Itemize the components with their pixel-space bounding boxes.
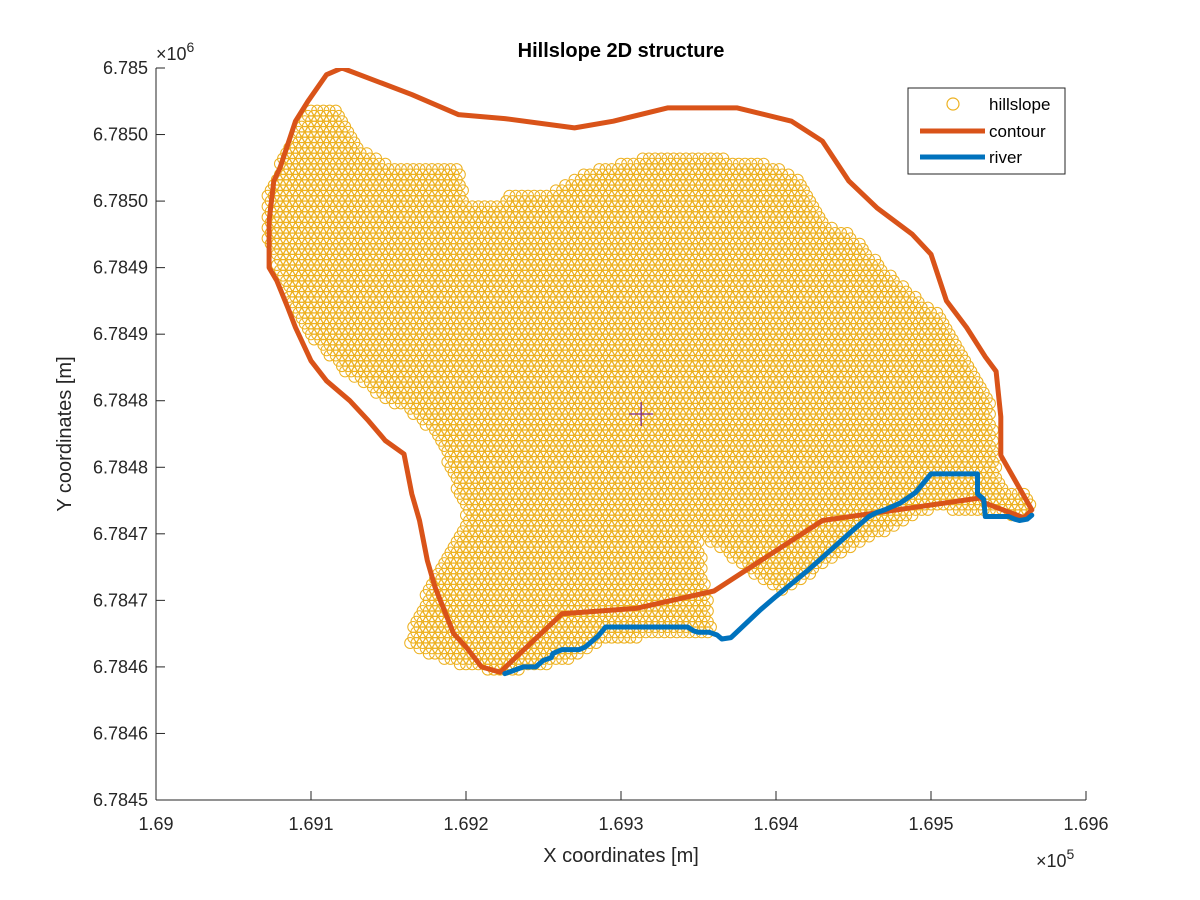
hillslope-marker	[1005, 487, 1018, 500]
